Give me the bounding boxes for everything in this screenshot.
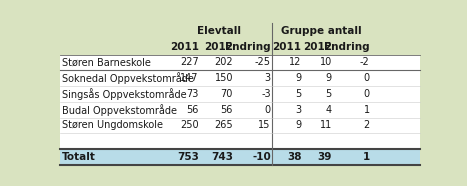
Text: Soknedal Oppvekstområde: Soknedal Oppvekstområde	[62, 72, 193, 84]
Text: 73: 73	[186, 89, 199, 99]
Text: Singsås Oppvekstområde: Singsås Oppvekstområde	[62, 88, 186, 100]
Text: 70: 70	[221, 89, 233, 99]
Text: 147: 147	[180, 73, 199, 83]
Text: Endring: Endring	[324, 42, 369, 52]
Text: Endring: Endring	[225, 42, 271, 52]
Text: 4: 4	[326, 105, 332, 115]
Bar	[60, 102, 419, 118]
Text: 3: 3	[265, 73, 271, 83]
Bar	[60, 54, 419, 70]
Bar	[60, 149, 419, 165]
Text: -2: -2	[360, 57, 369, 67]
Text: Gruppe antall: Gruppe antall	[281, 26, 362, 36]
Text: 9: 9	[326, 73, 332, 83]
Text: 1: 1	[362, 152, 369, 162]
Text: -3: -3	[261, 89, 271, 99]
Text: 9: 9	[295, 121, 301, 130]
Bar	[60, 118, 419, 133]
Text: 2: 2	[363, 121, 369, 130]
Text: -10: -10	[252, 152, 271, 162]
Text: 39: 39	[318, 152, 332, 162]
Text: Støren Ungdomskole: Støren Ungdomskole	[62, 121, 163, 130]
Bar	[60, 23, 419, 39]
Text: 0: 0	[265, 105, 271, 115]
Text: 0: 0	[363, 89, 369, 99]
Text: 3: 3	[295, 105, 301, 115]
Text: 38: 38	[287, 152, 301, 162]
Text: 10: 10	[319, 57, 332, 67]
Text: Budal Oppvekstområde: Budal Oppvekstområde	[62, 104, 177, 116]
Text: 202: 202	[214, 57, 233, 67]
Text: 2012: 2012	[303, 42, 332, 52]
Text: 5: 5	[325, 89, 332, 99]
Text: Elevtall: Elevtall	[197, 26, 241, 36]
Text: 2011: 2011	[272, 42, 301, 52]
Bar	[60, 86, 419, 102]
Text: 12: 12	[289, 57, 301, 67]
Text: 743: 743	[211, 152, 233, 162]
Text: 11: 11	[319, 121, 332, 130]
Text: 5: 5	[295, 89, 301, 99]
Text: 56: 56	[221, 105, 233, 115]
Bar	[60, 133, 419, 149]
Text: 227: 227	[180, 57, 199, 67]
Bar	[60, 39, 419, 54]
Text: 265: 265	[214, 121, 233, 130]
Text: 9: 9	[295, 73, 301, 83]
Text: 1: 1	[363, 105, 369, 115]
Text: 15: 15	[258, 121, 271, 130]
Text: 56: 56	[186, 105, 199, 115]
Text: 250: 250	[180, 121, 199, 130]
Bar	[60, 70, 419, 86]
Text: 150: 150	[214, 73, 233, 83]
Text: Støren Barneskole: Støren Barneskole	[62, 57, 150, 67]
Text: 0: 0	[363, 73, 369, 83]
Text: 2011: 2011	[170, 42, 199, 52]
Text: -25: -25	[255, 57, 271, 67]
Text: 753: 753	[177, 152, 199, 162]
Text: 2012: 2012	[204, 42, 233, 52]
Text: Totalt: Totalt	[62, 152, 96, 162]
